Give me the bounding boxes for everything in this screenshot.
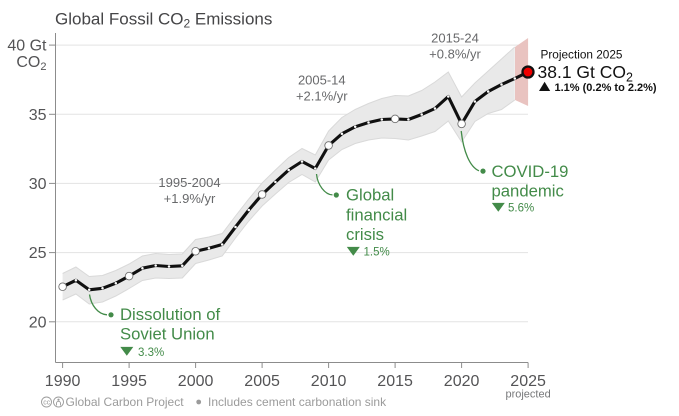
svg-text:35: 35 [29,107,47,124]
svg-text:CO2: CO2 [16,54,46,73]
svg-text:projected: projected [505,389,550,401]
svg-text:25: 25 [29,245,47,262]
svg-text:20: 20 [29,314,47,331]
svg-text:2000: 2000 [178,373,214,390]
svg-text:Projection 2025: Projection 2025 [541,47,623,61]
svg-text:Global: Global [346,186,394,205]
svg-text:3.3%: 3.3% [138,347,164,359]
svg-text:2015-24: 2015-24 [431,31,479,46]
svg-text:COVID-19: COVID-19 [492,162,569,181]
svg-text:Soviet Union: Soviet Union [120,325,215,344]
svg-text:Dissolution of: Dissolution of [120,305,221,324]
svg-text:crisis: crisis [346,225,384,244]
svg-text:30: 30 [29,176,47,193]
svg-text:Global Fossil CO2 Emissions: Global Fossil CO2 Emissions [55,10,272,31]
svg-text:cc: cc [43,400,51,407]
svg-text:financial: financial [346,206,407,225]
svg-text:2005-14: 2005-14 [298,73,346,88]
svg-text:Global Carbon Project: Global Carbon Project [66,395,185,409]
svg-text:2010: 2010 [311,373,347,390]
svg-text:2020: 2020 [444,373,480,390]
svg-text:+0.8%/yr: +0.8%/yr [429,47,481,62]
svg-text:40 Gt: 40 Gt [7,38,47,55]
svg-text:Includes cement carbonation si: Includes cement carbonation sink [208,395,387,409]
svg-text:1.5%: 1.5% [364,247,390,259]
svg-text:+2.1%/yr: +2.1%/yr [296,89,348,104]
svg-text:pandemic: pandemic [492,182,564,201]
svg-text:+1.9%/yr: +1.9%/yr [164,191,216,206]
svg-text:2025: 2025 [510,373,546,390]
svg-text:2005: 2005 [244,373,280,390]
svg-text:1.1% (0.2% to 2.2%): 1.1% (0.2% to 2.2%) [555,82,657,94]
svg-text:2015: 2015 [377,373,413,390]
svg-text:5.6%: 5.6% [508,203,534,215]
svg-text:38.1 Gt CO2: 38.1 Gt CO2 [538,62,634,85]
svg-text:1990: 1990 [45,373,81,390]
svg-text:1995: 1995 [111,373,147,390]
svg-text:1995-2004: 1995-2004 [158,175,220,190]
